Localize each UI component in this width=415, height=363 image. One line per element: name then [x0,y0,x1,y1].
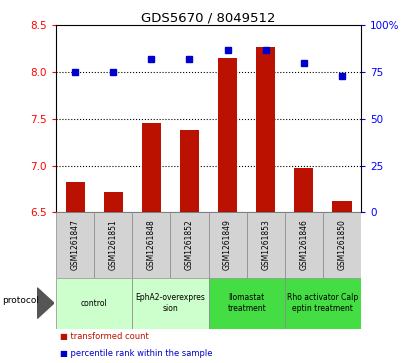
Text: GSM1261853: GSM1261853 [261,220,270,270]
Bar [132,212,171,278]
Text: GSM1261847: GSM1261847 [71,220,80,270]
Text: ■ transformed count: ■ transformed count [60,332,149,341]
Text: EphA2-overexpres
sion: EphA2-overexpres sion [135,293,205,313]
Text: GSM1261850: GSM1261850 [337,220,347,270]
Bar [256,47,275,212]
Bar [209,278,285,329]
Bar [66,183,85,212]
Text: protocol: protocol [2,296,39,305]
Bar [247,212,285,278]
Bar [285,278,361,329]
Bar [56,278,132,329]
Text: GSM1261848: GSM1261848 [147,220,156,270]
Bar [218,58,237,212]
Text: GSM1261846: GSM1261846 [299,220,308,270]
Bar [294,168,313,212]
Text: control: control [81,299,107,307]
Bar [323,212,361,278]
Text: GSM1261852: GSM1261852 [185,220,194,270]
Title: GDS5670 / 8049512: GDS5670 / 8049512 [141,11,276,24]
Polygon shape [37,288,54,318]
Bar [180,130,199,212]
Bar [285,212,323,278]
Text: ■ percentile rank within the sample: ■ percentile rank within the sample [60,348,212,358]
Bar [94,212,132,278]
Bar [171,212,209,278]
Text: llomastat
treatment: llomastat treatment [227,293,266,313]
Bar [56,212,94,278]
Bar [142,123,161,212]
Bar [104,192,123,212]
Text: Rho activator Calp
eptin treatment: Rho activator Calp eptin treatment [287,293,359,313]
Text: GSM1261849: GSM1261849 [223,220,232,270]
Bar [209,212,247,278]
Bar [332,201,352,212]
Bar [132,278,209,329]
Text: GSM1261851: GSM1261851 [109,220,118,270]
